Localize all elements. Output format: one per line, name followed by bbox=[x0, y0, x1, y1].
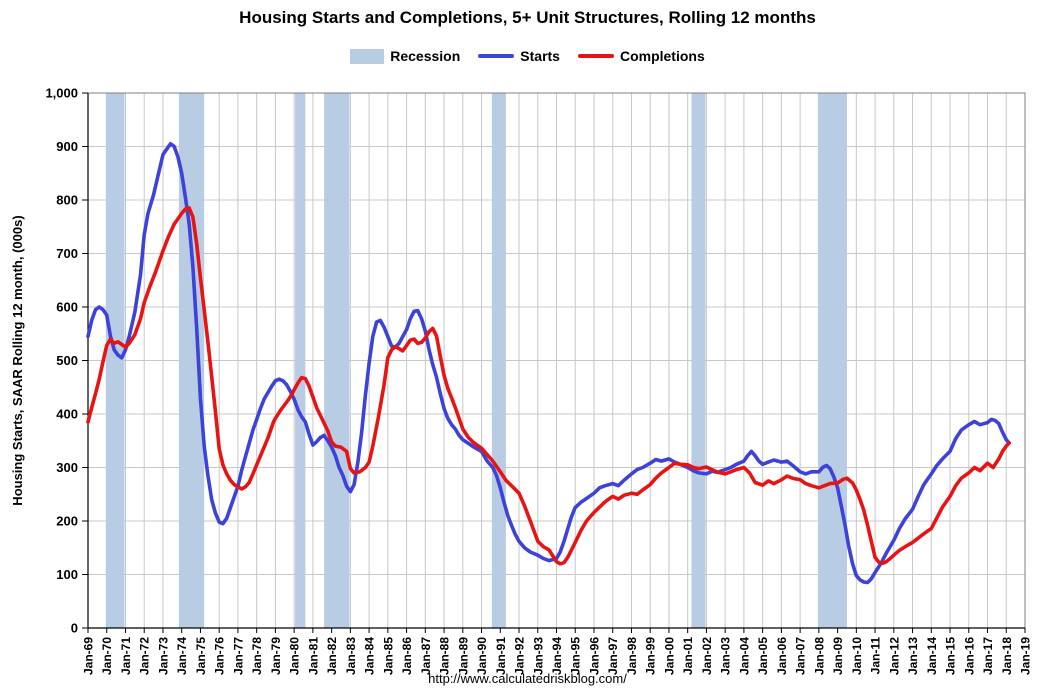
recession-swatch bbox=[350, 48, 385, 64]
x-tick-label: Jan-83 bbox=[344, 637, 358, 675]
recession-band bbox=[491, 93, 506, 628]
x-tick-label: Jan-11 bbox=[869, 637, 883, 675]
x-tick-label: Jan-19 bbox=[1019, 637, 1033, 675]
starts-line bbox=[86, 142, 1011, 585]
x-tick-label: Jan-10 bbox=[850, 637, 864, 675]
x-tick-label: Jan-90 bbox=[475, 637, 489, 675]
chart-title: Housing Starts and Completions, 5+ Unit … bbox=[239, 8, 816, 27]
x-tick-label: Jan-13 bbox=[906, 637, 920, 675]
x-tick-label: Jan-86 bbox=[400, 637, 414, 675]
x-tick-label: Jan-81 bbox=[306, 637, 320, 675]
x-tick-label: Jan-03 bbox=[719, 637, 733, 675]
legend: Recession Starts Completions bbox=[0, 48, 1055, 64]
x-tick-label: Jan-01 bbox=[681, 637, 695, 675]
y-tick-label: 600 bbox=[56, 300, 78, 315]
x-tick-label: Jan-74 bbox=[175, 637, 189, 675]
x-tick-label: Jan-04 bbox=[737, 637, 751, 675]
x-tick-label: Jan-85 bbox=[381, 637, 395, 675]
x-tick-label: Jan-91 bbox=[494, 637, 508, 675]
legend-label-starts: Starts bbox=[520, 48, 560, 64]
x-tick-label: Jan-73 bbox=[156, 637, 170, 675]
x-tick-label: Jan-87 bbox=[419, 637, 433, 675]
recession-band bbox=[324, 93, 350, 628]
x-tick-label: Jan-05 bbox=[756, 637, 770, 675]
x-tick-label: Jan-99 bbox=[644, 637, 658, 675]
x-tick-label: Jan-00 bbox=[662, 637, 676, 675]
x-tick-label: Jan-88 bbox=[438, 637, 452, 675]
recession-band bbox=[691, 93, 706, 628]
y-tick-label: 300 bbox=[56, 460, 78, 475]
x-tick-label: Jan-76 bbox=[213, 637, 227, 675]
recession-band bbox=[817, 93, 847, 628]
x-tick-label: Jan-79 bbox=[269, 637, 283, 675]
legend-label-completions: Completions bbox=[619, 48, 705, 64]
x-tick-label: Jan-12 bbox=[887, 637, 901, 675]
completions-swatch bbox=[577, 54, 614, 58]
y-tick-label: 0 bbox=[71, 621, 78, 636]
x-tick-label: Jan-77 bbox=[231, 637, 245, 675]
y-tick-label: 200 bbox=[56, 514, 78, 529]
x-tick-label: Jan-72 bbox=[138, 637, 152, 675]
x-tick-label: Jan-92 bbox=[513, 637, 527, 675]
x-tick-label: Jan-80 bbox=[288, 637, 302, 675]
x-tick-label: Jan-96 bbox=[587, 637, 601, 675]
x-tick-label: Jan-95 bbox=[569, 637, 583, 675]
x-tick-label: Jan-16 bbox=[962, 637, 976, 675]
starts-swatch bbox=[478, 54, 515, 58]
y-tick-label: 700 bbox=[56, 246, 78, 261]
x-tick-label: Jan-84 bbox=[363, 637, 377, 675]
x-tick-label: Jan-07 bbox=[794, 637, 808, 675]
x-tick-label: Jan-97 bbox=[606, 637, 620, 675]
y-axis-title: Housing Starts, SAAR Rolling 12 month, (… bbox=[10, 215, 25, 505]
x-tick-label: Jan-18 bbox=[1000, 637, 1014, 675]
y-tick-label: 1,000 bbox=[45, 86, 78, 101]
y-tick-label: 500 bbox=[56, 353, 78, 368]
y-tick-label: 900 bbox=[56, 139, 78, 154]
x-tick-label: Jan-93 bbox=[531, 637, 545, 675]
x-tick-label: Jan-69 bbox=[82, 637, 96, 675]
x-tick-label: Jan-98 bbox=[625, 637, 639, 675]
legend-item-recession: Recession bbox=[350, 48, 460, 64]
legend-item-completions: Completions bbox=[577, 48, 705, 64]
x-tick-label: Jan-94 bbox=[550, 637, 564, 675]
x-tick-label: Jan-82 bbox=[325, 637, 339, 675]
x-tick-label: Jan-06 bbox=[775, 637, 789, 675]
recession-band bbox=[295, 93, 306, 628]
y-tick-label: 400 bbox=[56, 407, 78, 422]
legend-label-recession: Recession bbox=[390, 48, 461, 64]
y-tick-label: 800 bbox=[56, 193, 78, 208]
completions-line bbox=[86, 206, 1011, 566]
x-tick-label: Jan-09 bbox=[831, 637, 845, 675]
legend-item-starts: Starts bbox=[478, 48, 560, 64]
x-tick-label: Jan-71 bbox=[119, 637, 133, 675]
recession-band bbox=[105, 93, 125, 628]
x-tick-label: Jan-02 bbox=[700, 637, 714, 675]
x-tick-label: Jan-89 bbox=[456, 637, 470, 675]
footer-url: http://www.calculatedriskblog.com/ bbox=[428, 671, 627, 686]
x-tick-label: Jan-70 bbox=[100, 637, 114, 675]
y-tick-label: 100 bbox=[56, 567, 78, 582]
x-tick-label: Jan-78 bbox=[250, 637, 264, 675]
x-tick-label: Jan-17 bbox=[981, 637, 995, 675]
x-tick-label: Jan-75 bbox=[194, 637, 208, 675]
x-tick-label: Jan-14 bbox=[925, 637, 939, 675]
x-tick-label: Jan-15 bbox=[944, 637, 958, 675]
x-tick-label: Jan-08 bbox=[812, 637, 826, 675]
